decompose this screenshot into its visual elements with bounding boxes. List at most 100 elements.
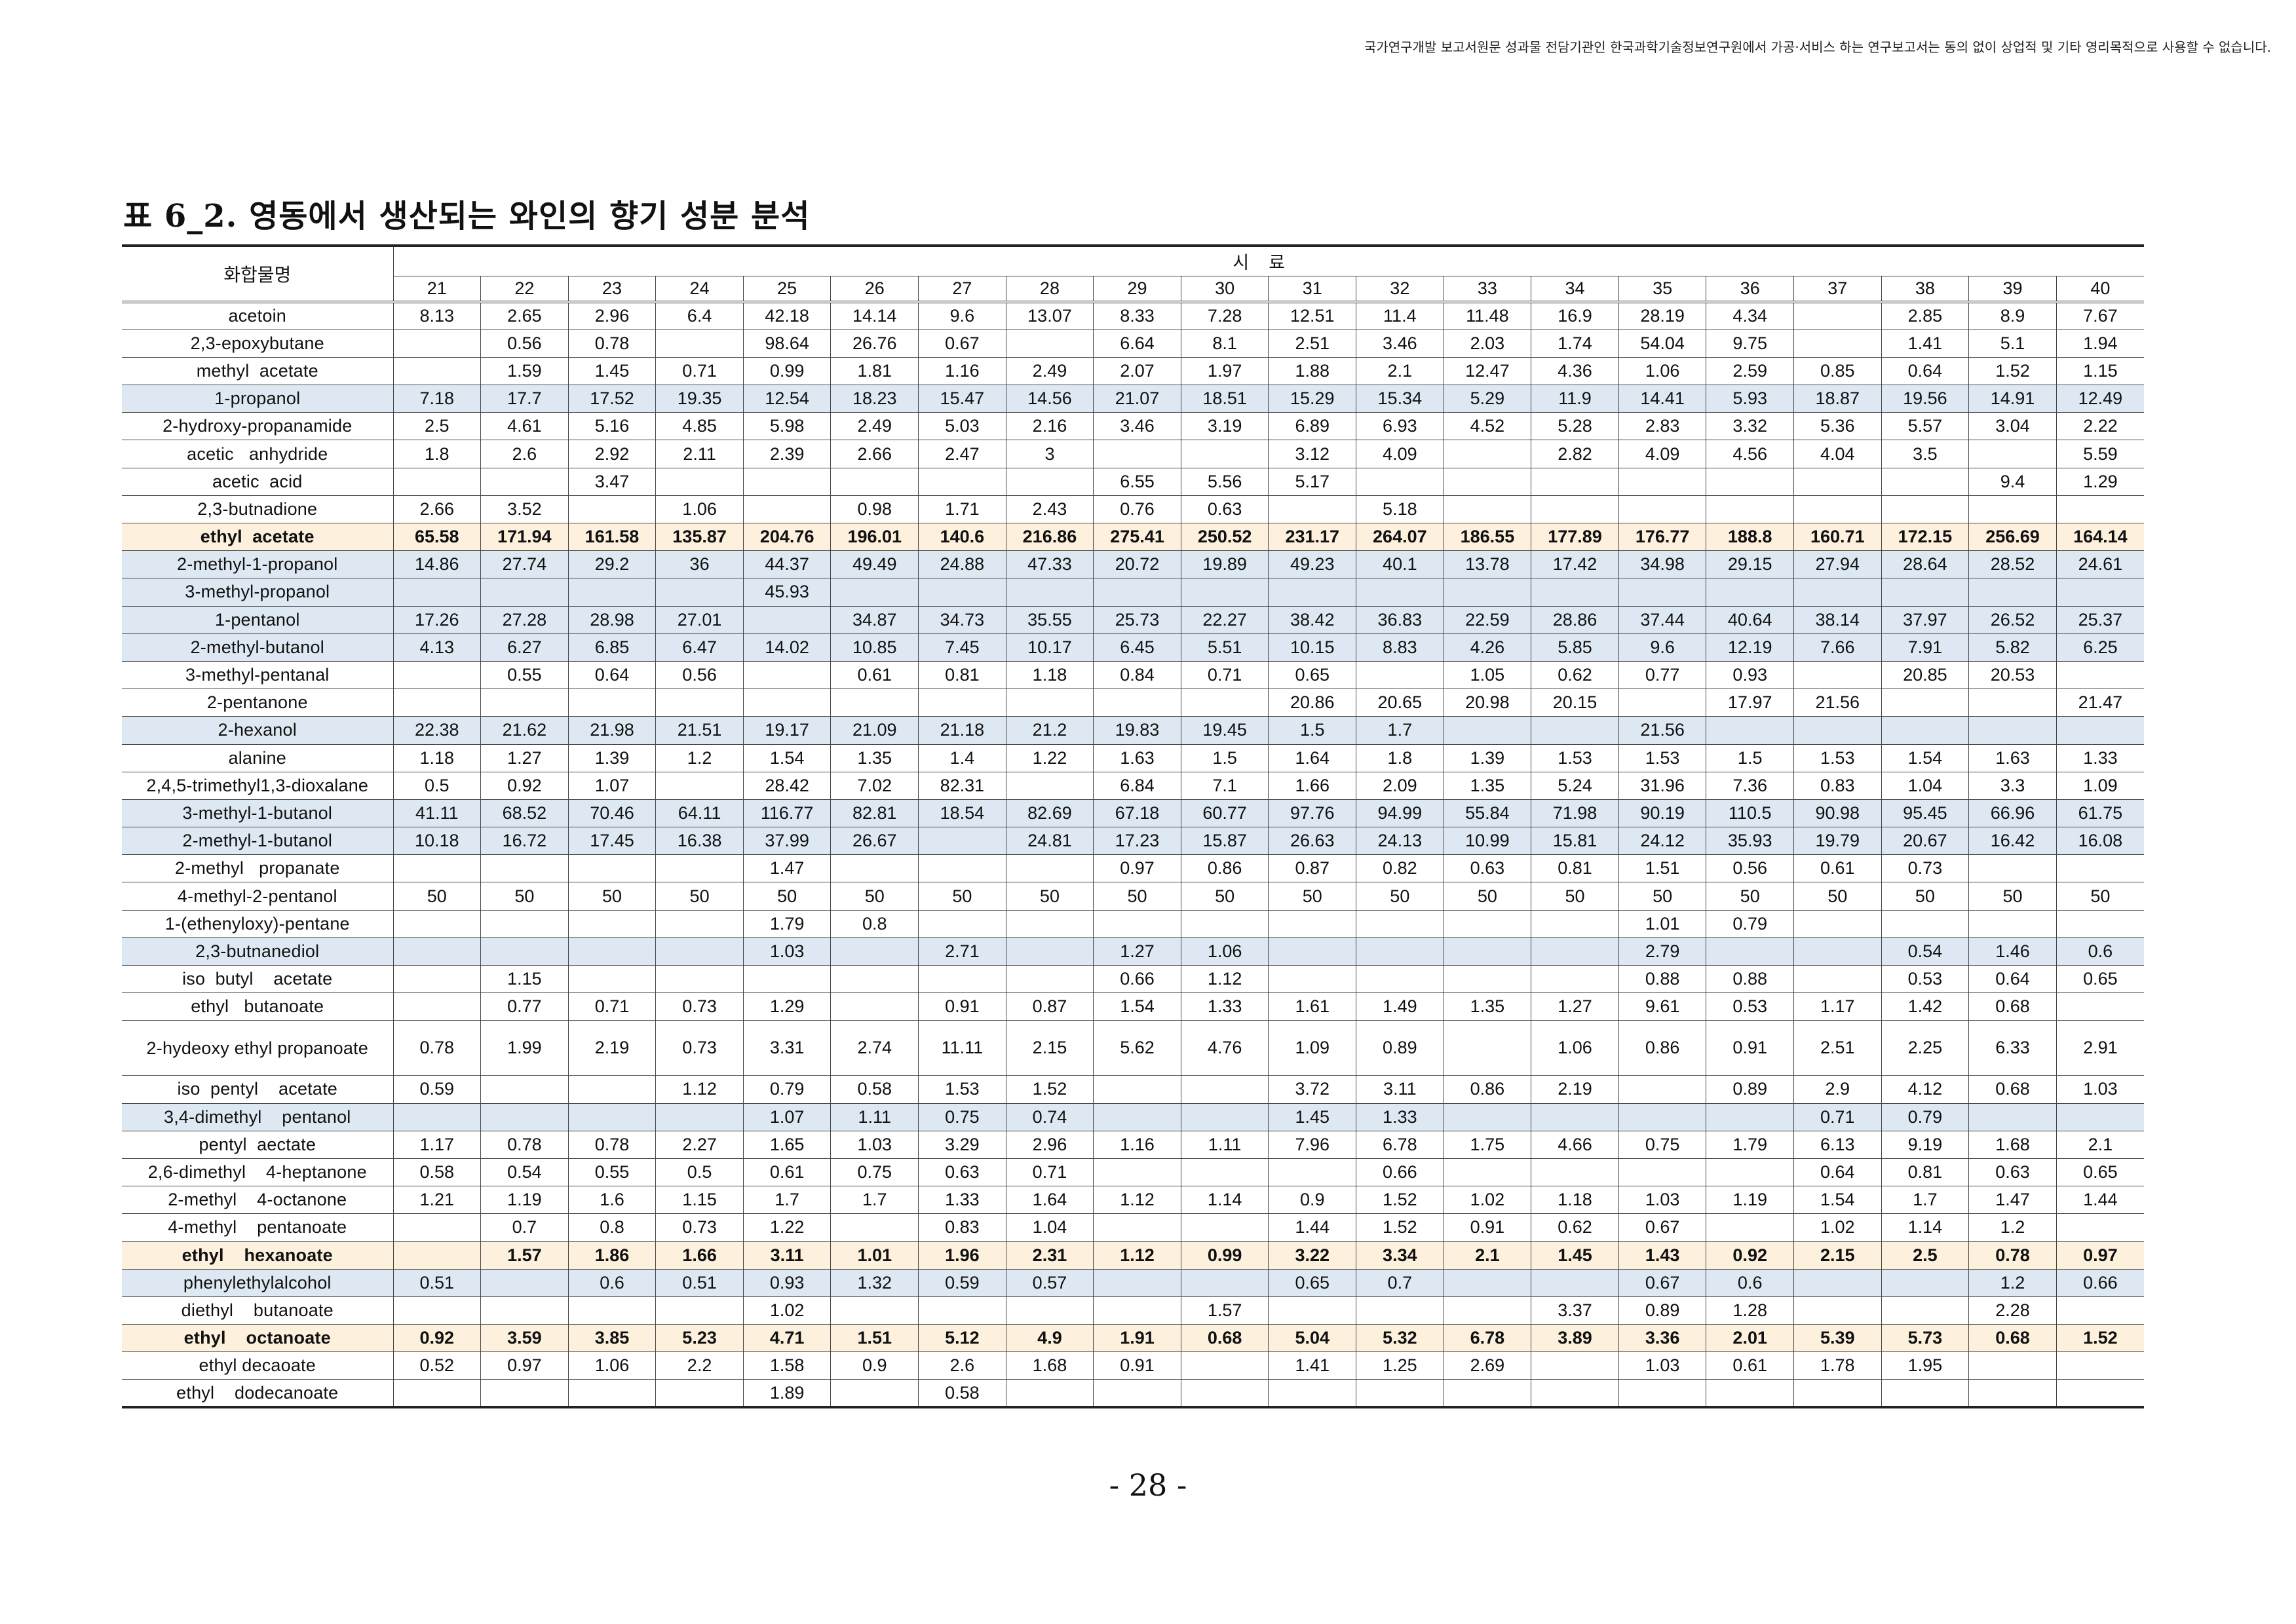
value-cell: 11.4 bbox=[1356, 301, 1444, 330]
compound-name: 2-hydeoxy ethyl propanoate bbox=[122, 1020, 394, 1076]
value-cell bbox=[1443, 964, 1532, 994]
value-cell: 82.81 bbox=[830, 799, 919, 828]
value-cell bbox=[567, 909, 657, 938]
value-cell: 0.6 bbox=[2056, 937, 2144, 966]
value-cell: 19.56 bbox=[1881, 385, 1970, 413]
compound-name: 3,4-dimethyl pentanol bbox=[122, 1103, 394, 1131]
value-cell: 2.5 bbox=[392, 412, 482, 441]
value-cell: 14.91 bbox=[1968, 385, 2057, 413]
value-cell: 26.63 bbox=[1268, 827, 1357, 856]
value-cell: 0.84 bbox=[1093, 660, 1181, 690]
column-header-sample: 39 bbox=[1968, 275, 2057, 303]
value-cell: 4.52 bbox=[1443, 412, 1532, 441]
value-cell: 17.97 bbox=[1706, 689, 1794, 717]
value-cell: 0.5 bbox=[392, 771, 482, 800]
value-cell: 6.89 bbox=[1268, 412, 1357, 441]
value-cell bbox=[1093, 440, 1181, 468]
value-cell bbox=[1180, 1103, 1269, 1131]
value-cell: 28.98 bbox=[567, 605, 657, 634]
value-cell: 9.61 bbox=[1618, 992, 1707, 1021]
value-cell: 3.36 bbox=[1618, 1324, 1707, 1353]
value-cell: 1.52 bbox=[2056, 1324, 2144, 1353]
compound-name: 1-(ethenyloxy)-pentane bbox=[122, 909, 394, 938]
value-cell: 1.28 bbox=[1706, 1296, 1794, 1325]
table-row: acetoin 8.13 2.65 2.96 6.4 42.18 14.14 9.6 13.07… bbox=[122, 301, 2144, 330]
value-cell: 3.32 bbox=[1706, 412, 1794, 441]
value-cell bbox=[1180, 1158, 1269, 1187]
value-cell: 0.78 bbox=[480, 1130, 569, 1159]
value-cell bbox=[1443, 1158, 1532, 1187]
value-cell: 49.23 bbox=[1268, 550, 1357, 579]
value-cell: 11.9 bbox=[1531, 385, 1619, 413]
value-cell bbox=[1443, 1296, 1532, 1325]
value-cell bbox=[1093, 1075, 1181, 1104]
value-cell: 2.6 bbox=[480, 440, 569, 468]
value-cell: 27.28 bbox=[480, 605, 569, 634]
value-cell: 90.19 bbox=[1618, 799, 1707, 828]
value-cell: 22.38 bbox=[392, 716, 482, 745]
value-cell: 1.02 bbox=[1793, 1213, 1882, 1242]
value-cell: 6.45 bbox=[1093, 633, 1181, 662]
value-cell: 2.74 bbox=[830, 1020, 919, 1076]
value-cell bbox=[1968, 716, 2057, 745]
value-cell: 0.73 bbox=[1881, 854, 1970, 883]
value-cell bbox=[1531, 1158, 1619, 1187]
value-cell: 2.59 bbox=[1706, 356, 1794, 386]
value-cell bbox=[1706, 1379, 1794, 1408]
value-cell bbox=[742, 689, 832, 717]
value-cell: 7.66 bbox=[1793, 633, 1882, 662]
value-cell: 21.51 bbox=[655, 716, 744, 745]
value-cell: 0.5 bbox=[655, 1158, 744, 1187]
value-cell: 2.31 bbox=[1005, 1241, 1094, 1270]
compound-name: ethyl dodecanoate bbox=[122, 1379, 394, 1408]
value-cell: 2.6 bbox=[918, 1351, 1006, 1380]
value-cell: 4.76 bbox=[1180, 1020, 1269, 1076]
value-cell: 20.67 bbox=[1881, 827, 1970, 856]
value-cell bbox=[1005, 467, 1094, 496]
value-cell: 19.35 bbox=[655, 385, 744, 413]
value-cell: 1.12 bbox=[1093, 1186, 1181, 1215]
value-cell: 21.2 bbox=[1005, 716, 1094, 745]
column-header-sample: 34 bbox=[1531, 275, 1619, 303]
value-cell: 15.87 bbox=[1180, 827, 1269, 856]
value-cell: 40.64 bbox=[1706, 605, 1794, 634]
value-cell: 0.73 bbox=[655, 1213, 744, 1242]
value-cell: 1.15 bbox=[655, 1186, 744, 1215]
value-cell: 0.64 bbox=[567, 660, 657, 690]
column-header-compound: 화합물명 bbox=[122, 246, 394, 303]
value-cell bbox=[918, 854, 1006, 883]
value-cell: 0.77 bbox=[480, 992, 569, 1021]
value-cell: 2.19 bbox=[567, 1020, 657, 1076]
value-cell: 1.35 bbox=[1443, 992, 1532, 1021]
value-cell: 27.74 bbox=[480, 550, 569, 579]
value-cell: 2.09 bbox=[1356, 771, 1444, 800]
value-cell bbox=[392, 689, 482, 717]
compound-name: diethyl butanoate bbox=[122, 1296, 394, 1325]
value-cell: 2.96 bbox=[1005, 1130, 1094, 1159]
value-cell bbox=[1531, 1351, 1619, 1380]
value-cell: 1.15 bbox=[480, 964, 569, 994]
value-cell: 41.11 bbox=[392, 799, 482, 828]
value-cell: 0.92 bbox=[392, 1324, 482, 1353]
value-cell: 7.1 bbox=[1180, 771, 1269, 800]
value-cell: 6.4 bbox=[655, 301, 744, 330]
value-cell bbox=[1443, 467, 1532, 496]
column-header-sample: 23 bbox=[567, 275, 657, 303]
value-cell: 2.25 bbox=[1881, 1020, 1970, 1076]
value-cell bbox=[1618, 495, 1707, 524]
value-cell bbox=[2056, 578, 2144, 607]
value-cell bbox=[1881, 495, 1970, 524]
value-cell: 82.31 bbox=[918, 771, 1006, 800]
value-cell bbox=[1793, 578, 1882, 607]
value-cell: 2.82 bbox=[1531, 440, 1619, 468]
value-cell bbox=[392, 329, 482, 358]
value-cell: 12.19 bbox=[1706, 633, 1794, 662]
value-cell bbox=[918, 964, 1006, 994]
compound-name: ethyl decaoate bbox=[122, 1351, 394, 1380]
value-cell: 5.82 bbox=[1968, 633, 2057, 662]
value-cell bbox=[655, 467, 744, 496]
column-header-sample: 26 bbox=[830, 275, 919, 303]
value-cell: 216.86 bbox=[1005, 522, 1094, 552]
value-cell bbox=[830, 854, 919, 883]
value-cell: 0.61 bbox=[742, 1158, 832, 1187]
